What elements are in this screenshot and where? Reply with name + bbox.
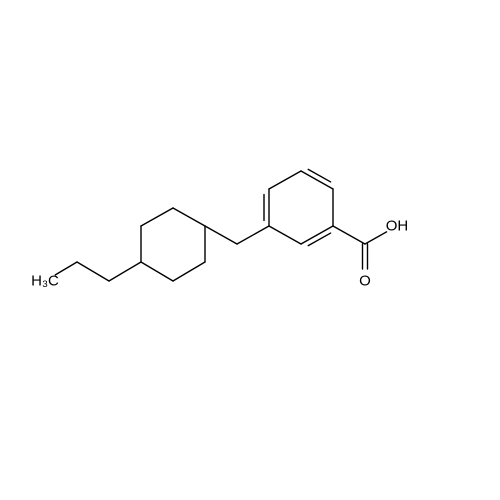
bond-layer xyxy=(0,0,500,500)
atom-label: OH xyxy=(386,219,409,234)
molecule-canvas: H₃C OH O xyxy=(0,0,500,500)
atom-label: H₃C xyxy=(31,274,59,289)
atom-label: O xyxy=(359,274,371,289)
